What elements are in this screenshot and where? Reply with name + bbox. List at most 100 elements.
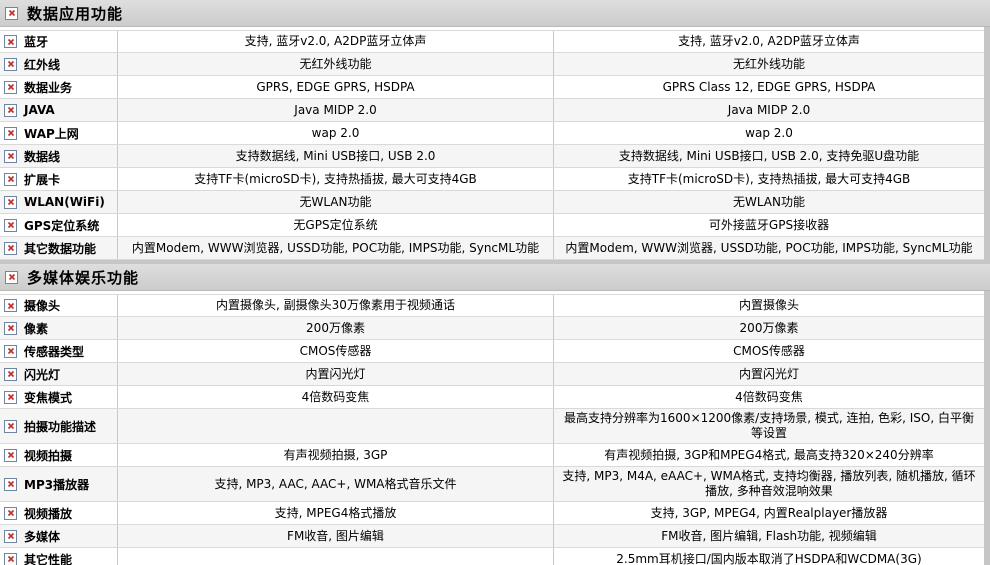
spec-label: 像素 xyxy=(24,321,49,336)
red-x-glyph xyxy=(7,324,14,332)
red-x-glyph xyxy=(7,393,14,401)
spec-label-cell: 视频播放 xyxy=(0,502,118,524)
spec-label-cell: 扩展卡 xyxy=(0,168,118,190)
red-x-glyph xyxy=(7,198,14,206)
broken-image-x-icon xyxy=(4,448,17,462)
broken-image-x-icon xyxy=(4,321,17,335)
red-x-glyph xyxy=(7,83,14,91)
spec-label-cell: 蓝牙 xyxy=(0,31,118,52)
red-x-glyph xyxy=(7,244,14,252)
spec-label: JAVA xyxy=(24,103,55,117)
spec-value-phone1 xyxy=(118,409,554,443)
spec-label-cell: 红外线 xyxy=(0,53,118,75)
broken-image-x-icon xyxy=(4,80,17,94)
red-x-glyph xyxy=(7,152,14,160)
spec-label: 视频拍摄 xyxy=(24,448,73,463)
spec-row-闪光灯: 闪光灯 内置闪光灯 内置闪光灯 xyxy=(0,363,984,386)
spec-row-扩展卡: 扩展卡 支持TF卡(microSD卡), 支持热插拔, 最大可支持4GB 支持T… xyxy=(0,168,984,191)
spec-value-phone2: 200万像素 xyxy=(739,320,799,335)
spec-label: WAP上网 xyxy=(24,126,79,141)
spec-value-phone2: CMOS传感器 xyxy=(733,343,805,358)
spec-value-phone1: 支持, 蓝牙v2.0, A2DP蓝牙立体声 xyxy=(118,31,554,52)
spec-value-phone1: 4倍数码变焦 xyxy=(118,386,554,408)
spec-label: 数据业务 xyxy=(24,80,73,95)
spec-label: 红外线 xyxy=(24,57,61,72)
spec-row-WLAN(WiFi): WLAN(WiFi) 无WLAN功能 无WLAN功能 xyxy=(0,191,984,214)
spec-row-GPS定位系统: GPS定位系统 无GPS定位系统 可外接蓝牙GPS接收器 xyxy=(0,214,984,237)
spec-label: 蓝牙 xyxy=(24,35,49,49)
broken-image-x-icon xyxy=(4,57,17,71)
spec-row-WAP上网: WAP上网 wap 2.0 wap 2.0 xyxy=(0,122,984,145)
spec-value-phone2: wap 2.0 xyxy=(745,125,793,140)
spec-value-phone1 xyxy=(118,548,554,565)
spec-label: WLAN(WiFi) xyxy=(24,195,105,209)
spec-label: 数据线 xyxy=(24,149,61,164)
spec-value-phone1: 支持, MP3, AAC, AAC+, WMA格式音乐文件 xyxy=(118,467,554,501)
spec-value-phone2: 可外接蓝牙GPS接收器 xyxy=(708,217,830,232)
spec-value-phone1: FM收音, 图片编辑 xyxy=(118,525,554,547)
spec-label-cell: 其它数据功能 xyxy=(0,237,118,259)
spec-value-phone1: 内置摄像头, 副摄像头30万像素用于视频通话 xyxy=(118,295,554,316)
red-x-glyph xyxy=(7,347,14,355)
broken-image-x-icon xyxy=(4,126,17,140)
spec-label-cell: 视频拍摄 xyxy=(0,444,118,466)
broken-image-x-icon xyxy=(4,35,17,48)
spec-value-phone1: 无WLAN功能 xyxy=(118,191,554,213)
spec-label: 传感器类型 xyxy=(24,344,85,359)
red-x-glyph xyxy=(7,422,14,430)
red-x-glyph xyxy=(7,302,14,309)
spec-row-红外线: 红外线 无红外线功能 无红外线功能 xyxy=(0,53,984,76)
spec-row-视频播放: 视频播放 支持, MPEG4格式播放 支持, 3GP, MPEG4, 内置Rea… xyxy=(0,502,984,525)
broken-image-x-icon xyxy=(4,552,17,565)
section-title: 多媒体娱乐功能 xyxy=(27,268,140,287)
spec-value-phone2: 支持数据线, Mini USB接口, USB 2.0, 支持免驱U盘功能 xyxy=(618,148,920,163)
spec-value-phone2: 无红外线功能 xyxy=(732,56,805,71)
spec-label: 其它性能 xyxy=(24,552,73,565)
spec-value-phone2: 支持, MP3, M4A, eAAC+, WMA格式, 支持均衡器, 播放列表,… xyxy=(562,469,976,498)
spec-label-cell: 变焦模式 xyxy=(0,386,118,408)
spec-label: GPS定位系统 xyxy=(24,218,100,233)
broken-image-x-icon xyxy=(5,6,18,20)
spec-row-拍摄功能描述: 拍摄功能描述 最高支持分辨率为1600×1200像素/支持场景, 模式, 连拍,… xyxy=(0,409,984,444)
spec-value-phone2: GPRS Class 12, EDGE GPRS, HSDPA xyxy=(662,79,876,94)
spec-value-phone1: wap 2.0 xyxy=(118,122,554,144)
spec-row-传感器类型: 传感器类型 CMOS传感器 CMOS传感器 xyxy=(0,340,984,363)
spec-label-cell: MP3播放器 xyxy=(0,467,118,501)
spec-value-phone1: 支持, MPEG4格式播放 xyxy=(118,502,554,524)
spec-row-多媒体: 多媒体 FM收音, 图片编辑 FM收音, 图片编辑, Flash功能, 视频编辑 xyxy=(0,525,984,548)
broken-image-x-icon xyxy=(4,149,17,163)
spec-row-摄像头: 摄像头 内置摄像头, 副摄像头30万像素用于视频通话 内置摄像头 xyxy=(0,294,984,317)
section-header: 多媒体娱乐功能 xyxy=(0,264,990,291)
red-x-glyph xyxy=(7,38,14,45)
spec-value-phone1: GPRS, EDGE GPRS, HSDPA xyxy=(118,76,554,98)
spec-row-蓝牙: 蓝牙 支持, 蓝牙v2.0, A2DP蓝牙立体声 支持, 蓝牙v2.0, A2D… xyxy=(0,30,984,53)
spec-row-像素: 像素 200万像素 200万像素 xyxy=(0,317,984,340)
spec-label-cell: WLAN(WiFi) xyxy=(0,191,118,213)
spec-label: 变焦模式 xyxy=(24,390,73,405)
spec-value-phone1: 支持数据线, Mini USB接口, USB 2.0 xyxy=(118,145,554,167)
section-title: 数据应用功能 xyxy=(27,4,124,23)
spec-label-cell: JAVA xyxy=(0,99,118,121)
broken-image-x-icon xyxy=(4,390,17,404)
red-x-glyph xyxy=(7,175,14,183)
red-x-glyph xyxy=(7,106,14,114)
spec-row-变焦模式: 变焦模式 4倍数码变焦 4倍数码变焦 xyxy=(0,386,984,409)
red-x-glyph xyxy=(7,555,14,563)
broken-image-x-icon xyxy=(4,419,17,433)
spec-row-其它数据功能: 其它数据功能 内置Modem, WWW浏览器, USSD功能, POC功能, I… xyxy=(0,237,984,260)
broken-image-x-icon xyxy=(4,367,17,381)
broken-image-x-icon xyxy=(4,172,17,186)
spec-value-phone2: 内置Modem, WWW浏览器, USSD功能, POC功能, IMPS功能, … xyxy=(565,240,973,255)
spec-value-phone1: Java MIDP 2.0 xyxy=(118,99,554,121)
spec-label: 摄像头 xyxy=(24,299,61,313)
spec-value-phone2: 最高支持分辨率为1600×1200像素/支持场景, 模式, 连拍, 色彩, IS… xyxy=(564,411,974,440)
spec-label: 闪光灯 xyxy=(24,367,61,382)
broken-image-x-icon xyxy=(4,218,17,232)
spec-value-phone2: 有声视频拍摄, 3GP和MPEG4格式, 最高支持320×240分辨率 xyxy=(604,447,934,462)
spec-value-phone2: 无WLAN功能 xyxy=(732,194,805,209)
red-x-glyph xyxy=(8,9,15,17)
broken-image-x-icon xyxy=(4,344,17,358)
red-x-glyph xyxy=(7,451,14,459)
